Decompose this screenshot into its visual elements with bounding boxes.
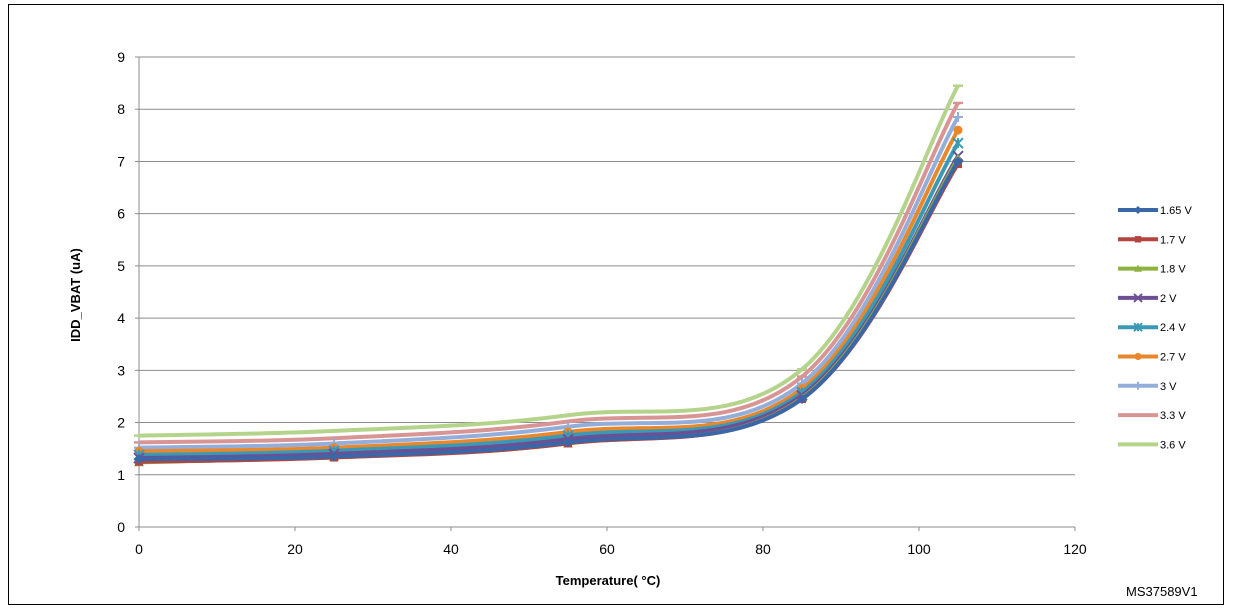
y-tick-labels: 0 1 2 3 4 5 6 7 8 9	[117, 49, 125, 535]
series-line	[138, 116, 960, 450]
data-point	[1134, 352, 1142, 361]
series-3-6-v	[134, 84, 963, 438]
data-point	[797, 394, 807, 405]
data-point	[134, 454, 144, 465]
legend-label: 1.65 V	[1160, 205, 1192, 217]
figure-code: MS37589V1	[1126, 584, 1198, 599]
grid-lines	[139, 56, 1075, 476]
legend-label: 1.7 V	[1160, 234, 1186, 246]
data-point	[1134, 236, 1142, 243]
y-tick-label: 0	[117, 519, 125, 535]
data-point	[1133, 322, 1143, 332]
y-tick-label: 6	[117, 206, 125, 222]
y-tick-label: 8	[117, 101, 125, 117]
legend-item: 2.7 V	[1118, 352, 1186, 364]
legend-label: 1.8 V	[1160, 264, 1186, 276]
legend-label: 3.6 V	[1160, 439, 1186, 451]
data-point	[329, 451, 339, 462]
data-point	[953, 125, 963, 135]
data-point	[1133, 293, 1143, 303]
legend-item: 1.7 V	[1118, 234, 1186, 246]
y-tick-label: 7	[117, 153, 125, 169]
data-point	[1134, 264, 1142, 272]
series-1-65-v	[134, 156, 963, 465]
legend-item: 3.6 V	[1118, 439, 1186, 451]
x-tick-label: 0	[135, 541, 143, 557]
y-axis-label: IDD_VBAT (uA)	[68, 248, 83, 342]
legend-label: 3 V	[1160, 381, 1177, 393]
legend-label: 2 V	[1160, 293, 1177, 305]
x-axis-label: Temperature( °C)	[556, 573, 661, 588]
y-tick-label: 2	[117, 415, 125, 431]
series-1-7-v	[135, 160, 962, 466]
data-point	[563, 437, 573, 448]
x-tick-label: 100	[907, 541, 931, 557]
legend-item: 3 V	[1118, 381, 1177, 393]
x-tick-label: 60	[599, 541, 615, 557]
data-point	[1134, 206, 1142, 214]
series-line	[138, 160, 960, 462]
y-tick-label: 4	[117, 310, 125, 326]
series-lines	[133, 84, 964, 467]
legend-item: 2.4 V	[1118, 322, 1186, 334]
y-tick-label: 3	[117, 362, 125, 378]
data-point	[1134, 381, 1142, 390]
legend-label: 2.4 V	[1160, 322, 1186, 334]
series-3-v	[134, 112, 963, 453]
legend-label: 3.3 V	[1160, 410, 1186, 422]
series-2-7-v	[134, 125, 963, 456]
series-line	[138, 155, 960, 461]
y-tick-label: 9	[117, 49, 125, 65]
series-line	[138, 142, 960, 457]
chart-frame	[8, 4, 1224, 605]
series-line	[138, 101, 960, 445]
series-3-3-v	[134, 101, 963, 445]
series-2-4-v	[133, 137, 964, 461]
legend-item: 1.65 V	[1118, 205, 1192, 217]
x-tick-label: 80	[755, 541, 771, 557]
y-tick-label: 1	[117, 467, 125, 483]
data-point	[953, 112, 963, 123]
legend-item: 3.3 V	[1118, 410, 1186, 422]
data-point	[953, 156, 963, 167]
legend: 1.65 V 1.7 V 1.8 V 2 V 2.4 V 2.7 V 3 V 3.3 V 3.6…	[1118, 205, 1192, 451]
x-tick-labels: 0 20 40 60 80 100 120	[135, 541, 1087, 557]
x-tick-label: 120	[1063, 541, 1087, 557]
data-point	[952, 137, 964, 149]
x-tick-label: 20	[287, 541, 303, 557]
series-line	[138, 84, 960, 438]
legend-item: 2 V	[1118, 293, 1177, 305]
legend-label: 2.7 V	[1160, 352, 1186, 364]
x-tick-label: 40	[443, 541, 459, 557]
y-tick-label: 5	[117, 258, 125, 274]
series-line	[138, 129, 960, 454]
legend-item: 1.8 V	[1118, 264, 1186, 276]
